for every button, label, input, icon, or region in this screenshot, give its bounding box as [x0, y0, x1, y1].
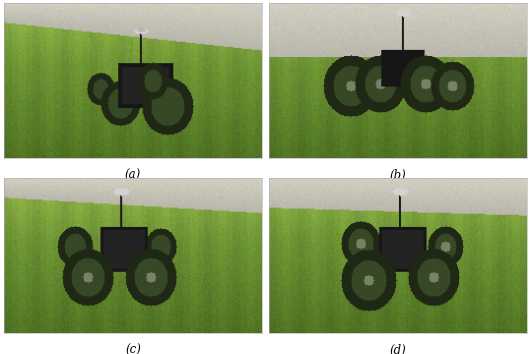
Text: (d): (d): [390, 344, 406, 354]
Text: (b): (b): [390, 169, 406, 182]
Text: (c): (c): [125, 344, 141, 354]
Text: (a): (a): [125, 169, 141, 182]
